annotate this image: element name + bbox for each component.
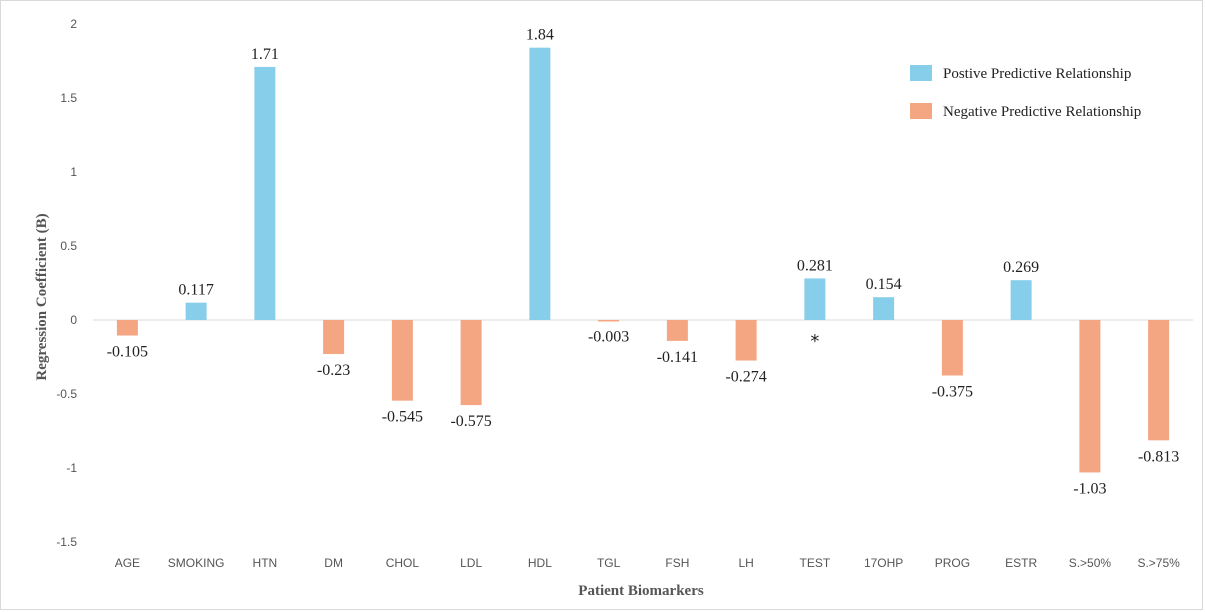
y-tick-label: 0.5	[60, 239, 77, 253]
y-tick-label: -1	[66, 461, 77, 475]
x-axis-title: Patient Biomarkers	[578, 583, 704, 599]
bar-test	[804, 278, 826, 320]
x-tick-label: TGL	[597, 556, 621, 570]
legend: Postive Predictive Relationship Negative…	[910, 65, 1141, 120]
x-axis-tick-labels: AGE SMOKING HTN DM CHOL LDL HDL TGL FSH LH TEST 17O…	[115, 556, 1180, 570]
data-label: 0.117	[178, 282, 213, 299]
bar-dm	[323, 320, 345, 355]
bar-tgl	[598, 320, 620, 322]
bar-s75	[1148, 320, 1170, 441]
y-tick-label: 1	[70, 165, 77, 179]
data-labels: -0.105 0.117 1.71 -0.23 -0.545 -0.575 1.84 -0.0…	[107, 27, 1180, 498]
x-tick-label: HTN	[253, 556, 278, 570]
x-tick-label: PROG	[935, 556, 970, 570]
bar-htn	[254, 66, 276, 320]
data-label: -0.003	[588, 328, 629, 345]
annotations: *	[810, 331, 819, 352]
x-tick-label: TEST	[800, 556, 831, 570]
x-tick-label: DM	[324, 556, 343, 570]
data-label: -0.575	[450, 413, 491, 430]
bar-fsh	[666, 320, 688, 341]
significance-asterisk: *	[810, 331, 819, 352]
data-label: -0.141	[657, 349, 698, 366]
x-tick-label: SMOKING	[168, 556, 225, 570]
y-tick-label: -1.5	[56, 535, 77, 549]
bar-prog	[941, 320, 963, 376]
data-label: 0.269	[1003, 259, 1039, 276]
x-tick-label: LH	[738, 556, 753, 570]
bar-ldl	[460, 320, 482, 406]
legend-swatch-positive	[910, 65, 932, 81]
y-tick-label: 2	[70, 17, 77, 31]
y-tick-label: -0.5	[56, 387, 77, 401]
legend-label-negative: Negative Predictive Relationship	[943, 104, 1141, 120]
x-tick-label: FSH	[665, 556, 689, 570]
legend-label-positive: Postive Predictive Relationship	[943, 66, 1131, 82]
legend-swatch-negative	[910, 103, 932, 119]
bar-estr	[1010, 280, 1032, 320]
data-label: 1.84	[526, 27, 554, 44]
data-label: -0.23	[317, 362, 350, 379]
data-label: 1.71	[251, 46, 279, 63]
data-label: -0.375	[932, 384, 973, 401]
x-tick-label: S.>75%	[1137, 556, 1180, 570]
y-tick-label: 0	[70, 313, 77, 327]
x-tick-label: CHOL	[386, 556, 420, 570]
data-label: -0.105	[107, 344, 148, 361]
data-label: -0.545	[382, 409, 423, 426]
y-axis-title: Regression Coefficient (B)	[34, 213, 50, 380]
x-tick-label: HDL	[528, 556, 552, 570]
bars	[116, 47, 1170, 473]
bar-age	[116, 320, 138, 336]
x-tick-label: ESTR	[1005, 556, 1037, 570]
bar-s50	[1079, 320, 1101, 473]
x-tick-label: LDL	[460, 556, 482, 570]
data-label: -1.03	[1073, 480, 1106, 497]
x-tick-label: S.>50%	[1069, 556, 1112, 570]
bar-17ohp	[873, 297, 895, 320]
bar-chol	[391, 320, 413, 401]
x-tick-label: 17OHP	[864, 556, 903, 570]
bar-hdl	[529, 47, 551, 321]
bar-lh	[735, 320, 757, 361]
y-axis-ticks: 2 1.5 1 0.5 0 -0.5 -1 -1.5	[56, 17, 77, 549]
x-tick-label: AGE	[115, 556, 140, 570]
data-label: 0.154	[866, 276, 902, 293]
bar-smoking	[185, 302, 207, 320]
data-label: -0.813	[1138, 448, 1179, 465]
data-label: 0.281	[797, 257, 833, 274]
y-tick-label: 1.5	[60, 91, 77, 105]
data-label: -0.274	[725, 369, 766, 386]
